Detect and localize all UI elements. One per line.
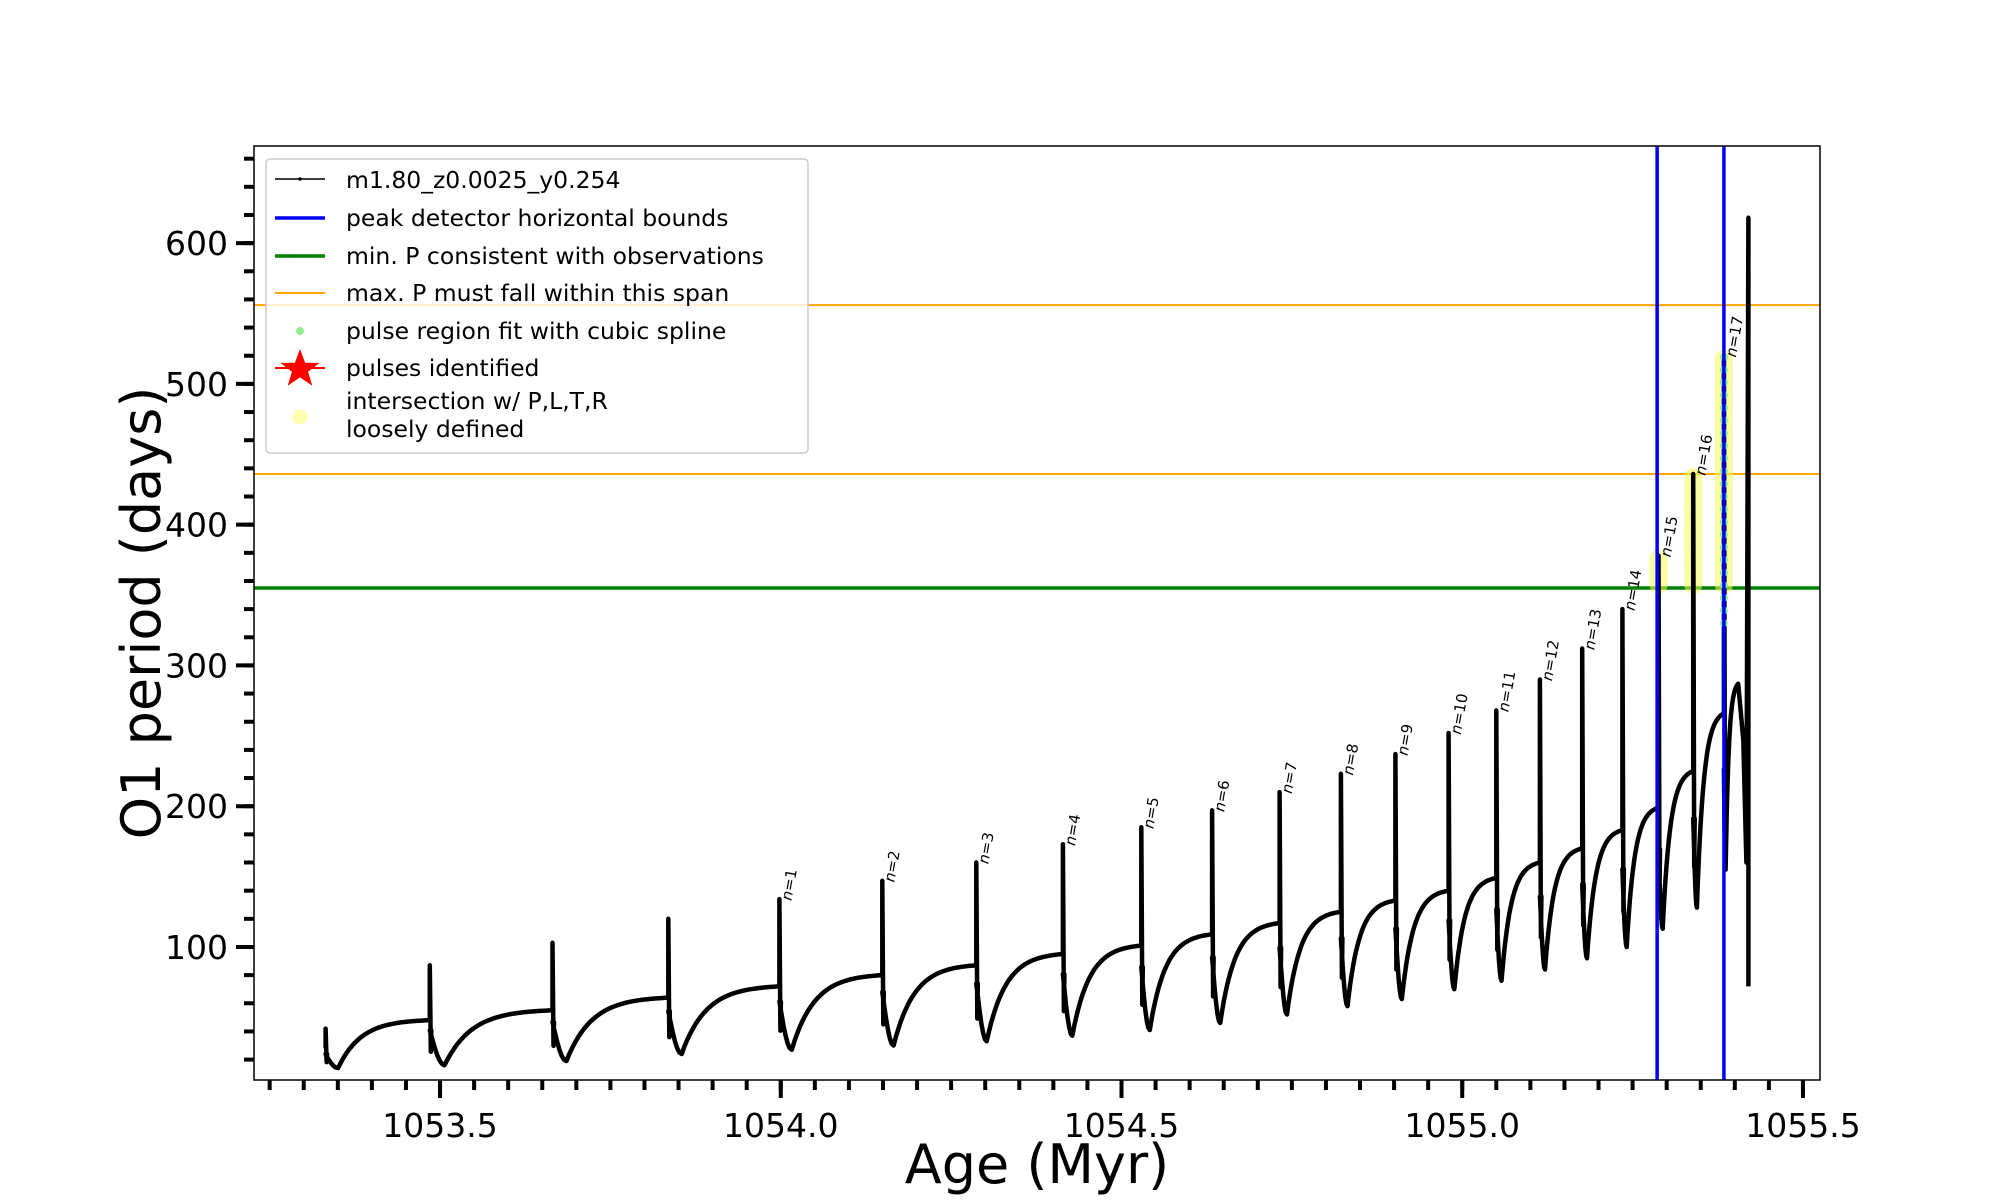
legend-dot-marker xyxy=(298,177,302,181)
x-tick-label: 1054.0 xyxy=(723,1106,838,1145)
pulse-label: n=13 xyxy=(1580,608,1605,652)
y-tick-label: 500 xyxy=(165,365,228,404)
y-tick-label: 600 xyxy=(165,224,228,263)
pulse-label: n=1 xyxy=(778,868,801,902)
x-tick-label: 1055.0 xyxy=(1404,1106,1519,1145)
pulse-label: n=6 xyxy=(1210,779,1233,813)
pulse-label: n=10 xyxy=(1447,692,1472,736)
legend-frame xyxy=(265,158,809,454)
legend: m1.80_z0.0025_y0.254 peak detector horiz… xyxy=(265,158,809,454)
legend-label-track: m1.80_z0.0025_y0.254 xyxy=(346,166,620,194)
legend-label-max-p: max. P must fall within this span xyxy=(346,279,729,307)
pulse-label: n=7 xyxy=(1278,761,1301,795)
plot-frame xyxy=(253,145,1821,1081)
pulse-label: n=5 xyxy=(1140,796,1163,830)
pulse-labels: n=1 n=2 n=3 n=4 n=5 n=6 n=7 n=8 n=9 n=10 n=11 n=12 n… xyxy=(778,315,1747,902)
legend-spline-dot xyxy=(296,327,304,335)
legend-loose-dot xyxy=(292,409,308,425)
pulse-label: n=17 xyxy=(1722,315,1747,359)
legend-entry-max-p: max. P must fall within this span xyxy=(275,279,729,307)
pulse-label: n=14 xyxy=(1621,568,1646,612)
pulse-label: n=4 xyxy=(1061,813,1084,847)
pulse-label: n=8 xyxy=(1339,742,1362,776)
legend-entry-track: m1.80_z0.0025_y0.254 xyxy=(275,166,620,194)
legend-entry-min-p: min. P consistent with observations xyxy=(275,242,764,270)
y-tick-label: 100 xyxy=(165,928,228,967)
legend-entry-loose: intersection w/ P,L,T,R loosely defined xyxy=(292,387,608,443)
legend-entry-pulses: pulses identified xyxy=(275,349,539,386)
x-tick-label: 1055.5 xyxy=(1745,1106,1860,1145)
x-axis-title: Age (Myr) xyxy=(905,1133,1170,1196)
pulse-label: n=12 xyxy=(1538,639,1563,683)
x-tick-label: 1054.5 xyxy=(1064,1106,1179,1145)
y-tick-label: 200 xyxy=(165,787,228,826)
pulse-label: n=11 xyxy=(1495,670,1520,714)
pulse-label: n=15 xyxy=(1657,515,1682,559)
pulse-label: n=2 xyxy=(881,849,904,883)
legend-entry-spline: pulse region fit with cubic spline xyxy=(296,317,726,345)
legend-label-spline: pulse region fit with cubic spline xyxy=(346,317,726,345)
x-axis: 1053.5 1054.0 1054.5 1055.0 1055.5 xyxy=(267,1080,1861,1145)
pulse-label: n=9 xyxy=(1394,723,1417,757)
y-tick-label: 400 xyxy=(165,506,228,545)
y-axis: 100 200 300 400 500 600 xyxy=(165,156,254,1062)
legend-label-min-p: min. P consistent with observations xyxy=(346,242,764,270)
x-tick-label: 1053.5 xyxy=(382,1106,497,1145)
y-axis-title: O1 period (days) xyxy=(110,387,173,840)
star-icon xyxy=(280,349,320,386)
legend-label-loose-1: intersection w/ P,L,T,R xyxy=(346,387,608,415)
pulse-label: n=3 xyxy=(975,831,998,865)
legend-label-bounds: peak detector horizontal bounds xyxy=(346,204,728,232)
pulse-label: n=16 xyxy=(1691,433,1716,477)
legend-entry-bounds: peak detector horizontal bounds xyxy=(275,204,728,232)
track-series xyxy=(323,215,1751,1071)
legend-label-pulses: pulses identified xyxy=(346,354,539,382)
legend-label-loose-2: loosely defined xyxy=(346,415,524,443)
track-line xyxy=(323,215,1751,1071)
peak-detector-bounds xyxy=(1655,146,1726,1080)
y-tick-label: 300 xyxy=(165,646,228,685)
